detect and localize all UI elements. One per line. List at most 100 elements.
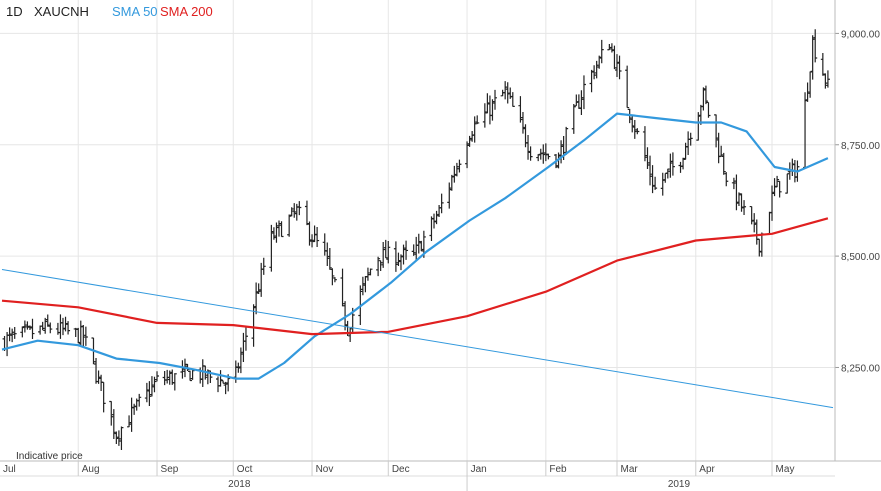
price-bar [668,153,673,178]
price-bar [76,327,81,344]
indicator-sma200-label: SMA 200 [160,4,213,19]
price-bar [546,153,551,160]
price-bars [2,29,830,450]
price-bar [505,82,510,104]
price-bar [111,409,116,439]
price-bar [172,373,177,391]
price-bar [167,370,172,385]
price-bar [236,362,241,373]
price-bar [467,135,472,147]
price-bar [653,176,658,190]
price-bar [465,141,470,169]
price-bar [165,369,170,384]
price-bar [287,214,292,237]
price-bar [607,43,612,51]
price-bar [599,39,604,64]
price-bar [348,327,353,342]
price-bar [144,382,149,403]
y-tick-label: 8,500.00 [841,252,880,263]
price-bar [528,146,533,161]
price-bar [137,393,142,407]
price-bar [472,116,477,143]
y-tick-label: 8,750.00 [841,141,880,152]
price-bar [149,376,154,397]
price-bar [805,82,810,102]
price-bar [292,203,297,218]
price-bar [777,180,782,198]
price-bar [457,159,462,173]
price-bar [503,81,508,100]
price-bar [419,240,424,252]
price-bar [820,53,825,76]
price-bar [670,152,675,176]
price-bar [825,70,830,88]
price-bar [30,318,35,340]
indicator-sma50-label: SMA 50 [112,4,158,19]
price-bar [307,221,312,246]
price-bar [327,248,332,270]
price-bar [589,69,594,93]
price-bar [271,227,276,240]
price-bar [536,154,541,162]
x-month-label: Sep [161,464,179,475]
price-bar [739,193,744,212]
x-month-label: Oct [237,464,253,475]
price-bar [116,430,121,446]
price-bar [813,29,818,63]
price-bar [66,321,71,335]
price-bar [482,103,487,128]
price-bar [775,175,780,188]
price-bar [681,157,686,170]
price-bar [81,324,86,347]
price-bar [411,244,416,256]
price-bar [340,268,345,307]
price-bar [310,234,315,248]
price-bar [119,426,124,450]
price-bar [571,104,576,134]
price-bar [401,244,406,265]
price-bar [823,73,828,89]
x-year-label: 2019 [668,479,691,490]
price-bar [223,381,228,395]
price-bar [642,126,647,162]
price-bar [614,54,619,78]
price-bar [396,252,401,266]
price-bar [269,224,274,272]
price-bar [40,321,45,331]
price-bar [325,242,330,267]
x-month-label: Jan [471,464,487,475]
price-bar [592,65,597,80]
price-bar [648,155,653,186]
price-bar [25,321,30,330]
price-bar [526,135,531,160]
x-month-label: Jul [3,464,16,475]
price-bar [742,200,747,216]
x-month-label: Aug [82,464,100,475]
price-bar [650,165,655,194]
price-bar [721,152,726,175]
price-bar [736,192,741,207]
price-bar [63,316,68,332]
price-bar [378,260,383,271]
price-bar [147,381,152,406]
price-bar [714,114,719,148]
price-bar [490,99,495,121]
price-bar [785,173,790,194]
price-bar [706,101,711,118]
price-bar [541,144,546,164]
price-bar [376,256,381,277]
price-bar [630,115,635,133]
price-bar [434,210,439,225]
price-bar [279,221,284,238]
price-bar [579,90,584,116]
price-bar [45,314,50,327]
symbol-label: XAUCNH [34,4,89,19]
price-bar [180,360,185,379]
trendline [1,269,834,409]
price-bar [609,43,614,53]
price-bar [734,174,739,211]
x-month-label: May [776,464,795,475]
price-bar [48,322,53,334]
